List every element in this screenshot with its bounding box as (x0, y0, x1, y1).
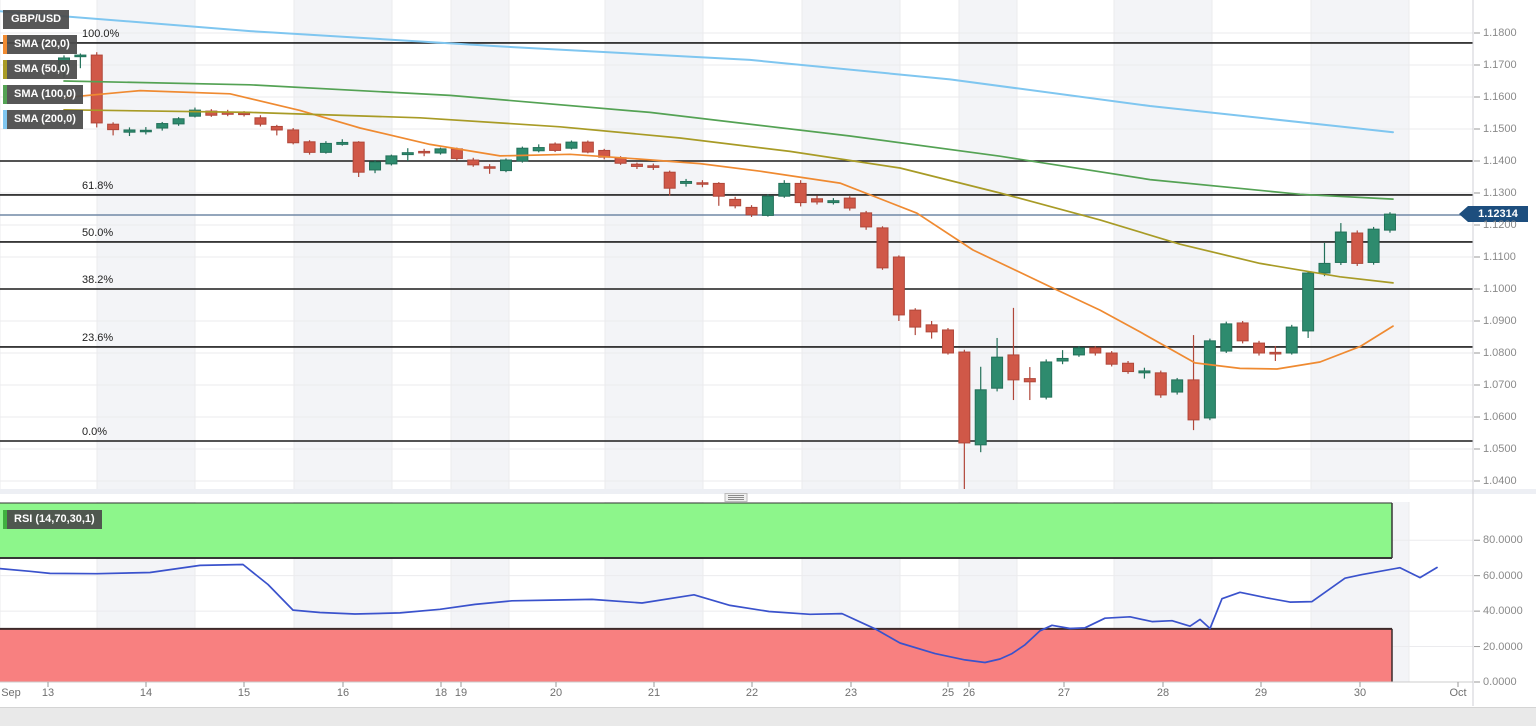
candle-body (696, 182, 709, 185)
candle-body (418, 150, 431, 154)
candle-body (1220, 323, 1233, 352)
day-band (294, 0, 392, 489)
legend-rsi[interactable]: RSI (14,70,30,1) (3, 510, 102, 529)
candle-body (1269, 351, 1282, 355)
candle-body (287, 129, 300, 144)
candle-body (483, 166, 496, 169)
legend-sma-20[interactable]: SMA (20,0) (3, 35, 77, 54)
day-band (97, 0, 195, 489)
candle-body (811, 198, 824, 203)
candle-body (139, 129, 152, 133)
rsi-oversold-zone (0, 628, 1392, 682)
rsi-line (0, 563, 1438, 664)
candle-body (1334, 231, 1347, 263)
candle-body (303, 141, 316, 153)
candle-body (892, 256, 905, 316)
candle-body (1007, 354, 1020, 381)
candle-body (499, 159, 512, 172)
candle-body (663, 171, 676, 189)
candle-body (876, 227, 889, 269)
candle-body (319, 142, 332, 153)
sma-line-200 (63, 89, 1394, 370)
candle-body (680, 180, 693, 184)
day-band (451, 0, 509, 489)
candle-body (467, 159, 480, 166)
candle-body (1253, 342, 1266, 354)
candle-body (1056, 357, 1069, 362)
candle-body (238, 112, 251, 116)
candle-body (958, 351, 971, 444)
candle-body (172, 118, 185, 125)
rsi-overbought-zone (0, 503, 1392, 558)
candle-body (761, 195, 774, 216)
candle-body (941, 329, 954, 354)
candle-body (860, 212, 873, 228)
candle-body (123, 129, 136, 133)
legend-sma-50[interactable]: SMA (50,0) (3, 60, 77, 79)
sma-line-2000 (0, 10, 1394, 134)
candle-body (270, 125, 283, 131)
candle-body (565, 141, 578, 149)
candle-body (336, 141, 349, 145)
candle-body (254, 117, 267, 125)
candle-body (1236, 322, 1249, 342)
candle-body (729, 198, 742, 207)
horizontal-scrollbar-track[interactable] (0, 707, 1536, 726)
candle-body (647, 165, 660, 168)
candle-body (549, 143, 562, 151)
candle-body (581, 141, 594, 153)
candle-body (712, 182, 725, 197)
sma-line-1000 (63, 80, 1394, 200)
candle-body (1089, 347, 1102, 354)
candle-body (1040, 361, 1053, 398)
candle-body (909, 309, 922, 328)
candle-body (778, 182, 791, 197)
candle-body (90, 54, 103, 124)
candle-body (1023, 378, 1036, 383)
legend-sma-200[interactable]: SMA (200,0) (3, 110, 83, 129)
candle-body (401, 152, 414, 156)
candle-body (1383, 213, 1396, 231)
candle-body (1187, 379, 1200, 421)
candle-body (1285, 326, 1298, 354)
candle-body (925, 324, 938, 333)
candle-body (1105, 352, 1118, 365)
candle-body (1367, 228, 1380, 263)
candle-body (385, 155, 398, 165)
candle-body (745, 206, 758, 216)
candle-body (974, 389, 987, 446)
panel-divider (0, 489, 1536, 494)
candle-body (1302, 272, 1315, 332)
candle-body (630, 163, 643, 167)
candle-body (352, 141, 365, 173)
candle-body (1138, 370, 1151, 374)
candle-body (107, 123, 120, 131)
legend-sma-100[interactable]: SMA (100,0) (3, 85, 83, 104)
candle-body (794, 182, 807, 204)
candle-body (74, 54, 87, 58)
candle-body (1318, 262, 1331, 274)
candle-body (369, 161, 382, 171)
candle-body (1122, 362, 1135, 373)
candle-body (1351, 232, 1364, 264)
candle-body (1072, 347, 1085, 356)
candle-body (1171, 379, 1184, 393)
sma-line-500 (63, 108, 1394, 284)
candle-body (156, 123, 169, 129)
candle-body (991, 356, 1004, 389)
day-band (605, 0, 703, 489)
candle-body (188, 109, 201, 117)
candle-body (532, 147, 545, 152)
candle-body (843, 197, 856, 209)
candle-body (1203, 340, 1216, 419)
candle-body (827, 200, 840, 204)
symbol-badge[interactable]: GBP/USD (3, 10, 70, 29)
candle-body (1154, 372, 1167, 396)
candle-body (434, 148, 447, 154)
